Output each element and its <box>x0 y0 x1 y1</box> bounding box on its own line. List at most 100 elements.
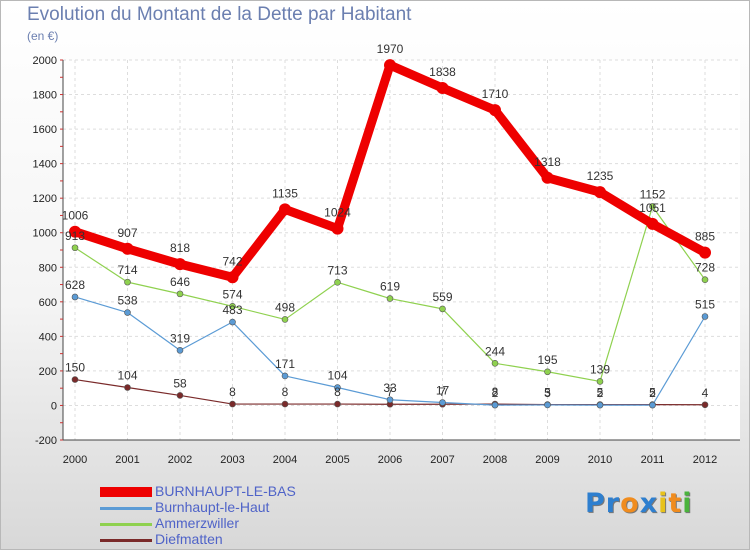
data-point <box>174 258 186 271</box>
data-label: 8 <box>492 385 499 399</box>
data-point <box>544 368 551 376</box>
data-point <box>334 400 341 408</box>
data-label: 1006 <box>62 209 89 223</box>
data-label: 713 <box>327 263 347 277</box>
data-label: 2 <box>597 386 604 400</box>
y-tick-label: -200 <box>35 435 57 447</box>
logo-letter: i <box>658 488 669 519</box>
data-label: 7 <box>439 385 446 399</box>
data-point <box>649 401 656 409</box>
x-tick-label: 2012 <box>693 454 717 466</box>
legend-label: Ammerzwiller <box>155 515 239 531</box>
data-label: 574 <box>222 287 242 301</box>
data-label: 515 <box>695 298 715 312</box>
data-label: 1318 <box>534 155 561 169</box>
data-point <box>226 271 239 284</box>
x-tick-label: 2009 <box>535 454 559 466</box>
data-label: 1024 <box>324 206 351 220</box>
data-label: 483 <box>222 303 242 317</box>
data-label: 1838 <box>429 65 456 79</box>
data-label: 5 <box>544 386 551 400</box>
data-label: 538 <box>117 294 137 308</box>
data-point <box>229 303 236 310</box>
data-point <box>649 203 656 210</box>
data-point <box>71 244 79 252</box>
y-tick-label: 0 <box>51 400 57 412</box>
data-label: 907 <box>117 226 137 240</box>
data-point <box>701 313 709 320</box>
data-point <box>646 217 659 230</box>
data-label: 3 <box>544 386 551 400</box>
data-point <box>439 305 446 313</box>
y-tick-label: 400 <box>39 331 57 343</box>
data-point <box>331 222 344 235</box>
data-label: 319 <box>170 331 190 345</box>
data-point <box>281 400 289 408</box>
y-tick-label: 200 <box>39 366 57 378</box>
legend-swatch <box>100 523 152 526</box>
data-label: 244 <box>485 344 505 358</box>
y-tick-label: 2000 <box>33 55 57 67</box>
data-label: 8 <box>334 385 341 399</box>
data-label: 5 <box>597 386 604 400</box>
data-point <box>71 293 79 301</box>
chart-title: Evolution du Montant de la Dette par Hab… <box>27 4 412 25</box>
data-label: 58 <box>173 376 187 390</box>
plot-area <box>63 60 740 440</box>
data-label: 2 <box>492 386 499 400</box>
data-point <box>124 278 131 286</box>
y-tick-label: 600 <box>39 297 57 309</box>
x-tick-label: 2004 <box>273 454 297 466</box>
y-tick-label: 1200 <box>33 193 57 205</box>
data-point <box>334 384 341 391</box>
data-label: 646 <box>170 275 190 289</box>
x-tick-label: 2003 <box>220 454 244 466</box>
data-point <box>491 360 499 367</box>
data-point <box>386 295 394 302</box>
data-label: 2 <box>649 386 656 400</box>
data-point <box>386 396 394 404</box>
data-label: 714 <box>117 263 137 277</box>
data-label: 818 <box>170 241 190 255</box>
data-label: 728 <box>695 261 715 275</box>
data-point <box>489 104 501 117</box>
data-label: 139 <box>590 362 610 376</box>
logo-letter: o <box>620 488 640 519</box>
data-label: 1970 <box>377 42 404 56</box>
legend-label: Burnhaupt-le-Haut <box>155 499 270 515</box>
logo-letter: P <box>585 488 606 519</box>
data-label: 1135 <box>272 186 298 200</box>
logo-letter: x <box>639 488 659 519</box>
legend-label: Diefmatten <box>155 531 223 547</box>
data-label: 913 <box>65 229 85 243</box>
data-label: 104 <box>327 368 347 382</box>
logo-letter: i <box>682 488 693 519</box>
legend-swatch <box>100 487 152 497</box>
data-label: 559 <box>432 290 452 304</box>
data-point <box>491 401 499 409</box>
proxiti-logo: Proxiti <box>585 488 693 519</box>
legend-swatch <box>100 539 152 542</box>
data-label: 7 <box>387 385 394 399</box>
legend-label: BURNHAUPT-LE-BAS <box>155 483 296 499</box>
data-point <box>436 81 449 94</box>
chart-subtitle: (en €) <box>27 29 59 43</box>
data-label: 8 <box>229 385 236 399</box>
x-tick-label: 2000 <box>63 454 87 466</box>
data-point <box>281 316 289 323</box>
data-point <box>229 400 236 408</box>
data-point <box>69 225 81 238</box>
x-tick-label: 2010 <box>588 454 612 466</box>
data-point <box>701 276 709 284</box>
x-tick-label: 2007 <box>430 454 454 466</box>
data-label: 1152 <box>640 187 666 201</box>
y-tick-label: 1400 <box>33 159 57 171</box>
data-point <box>596 378 604 385</box>
data-label: 33 <box>383 381 397 395</box>
y-tick-label: 1000 <box>33 228 57 240</box>
data-point <box>124 384 131 391</box>
data-point <box>384 59 396 72</box>
data-point <box>176 347 184 354</box>
data-point <box>279 203 291 216</box>
